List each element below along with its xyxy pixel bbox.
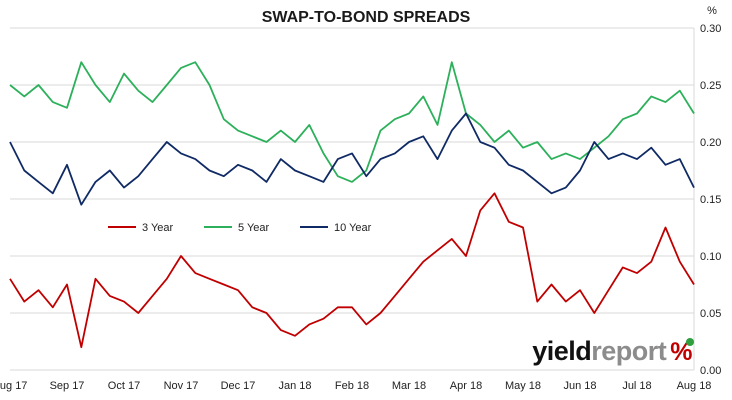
- logo-green-dot: [686, 338, 694, 346]
- chart-title: SWAP-TO-BOND SPREADS: [262, 9, 471, 26]
- legend-label-5-year: 5 Year: [238, 222, 270, 234]
- logo-text-report: report: [591, 336, 667, 366]
- x-tick-label: Nov 17: [164, 380, 199, 392]
- x-tick-label: May 18: [505, 380, 541, 392]
- x-tick-label: Jul 18: [622, 380, 651, 392]
- gridlines: [10, 27, 694, 314]
- yieldreport-logo: yieldreport%: [532, 336, 694, 367]
- y-axis-tick-labels: 0.00 0.05 0.10 0.15 0.20 0.25 0.30: [700, 23, 721, 377]
- y-tick-label: 0.25: [700, 80, 721, 92]
- y-tick-label: 0.05: [700, 308, 721, 320]
- y-tick-label: 0.00: [700, 365, 721, 377]
- series-line-3-year: [9, 192, 695, 349]
- y-tick-label: 0.15: [700, 194, 721, 206]
- legend-label-3-year: 3 Year: [142, 222, 174, 234]
- y-tick-label: 0.20: [700, 137, 721, 149]
- x-tick-label: Jan 18: [278, 380, 311, 392]
- series-line-10-year: [9, 112, 695, 206]
- legend-label-10-year: 10 Year: [334, 222, 372, 234]
- x-tick-label: Oct 17: [108, 380, 140, 392]
- series-line-5-year: [9, 61, 695, 183]
- y-tick-label: 0.10: [700, 251, 721, 263]
- x-axis-tick-labels: Aug 17 Sep 17 Oct 17 Nov 17 Dec 17 Jan 18 Feb …: [0, 380, 711, 392]
- series-lines: [9, 61, 695, 349]
- logo-text-yield: yield: [532, 336, 592, 366]
- y-tick-label: 0.30: [700, 23, 721, 35]
- x-tick-label: Dec 17: [221, 380, 256, 392]
- x-tick-label: Jun 18: [563, 380, 596, 392]
- y-axis-unit-label: %: [707, 5, 717, 17]
- x-tick-label: Feb 18: [335, 380, 369, 392]
- x-tick-label: Sep 17: [50, 380, 85, 392]
- x-tick-label: Aug 17: [0, 380, 27, 392]
- logo-percent-icon: %: [670, 338, 694, 366]
- legend: 3 Year 5 Year 10 Year: [108, 222, 372, 234]
- x-tick-label: Aug 18: [677, 380, 712, 392]
- x-tick-label: Mar 18: [392, 380, 426, 392]
- x-tick-label: Apr 18: [450, 380, 482, 392]
